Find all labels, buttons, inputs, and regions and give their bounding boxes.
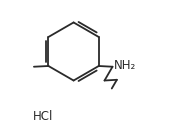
Text: HCl: HCl [33,110,53,123]
Text: NH₂: NH₂ [114,59,136,72]
